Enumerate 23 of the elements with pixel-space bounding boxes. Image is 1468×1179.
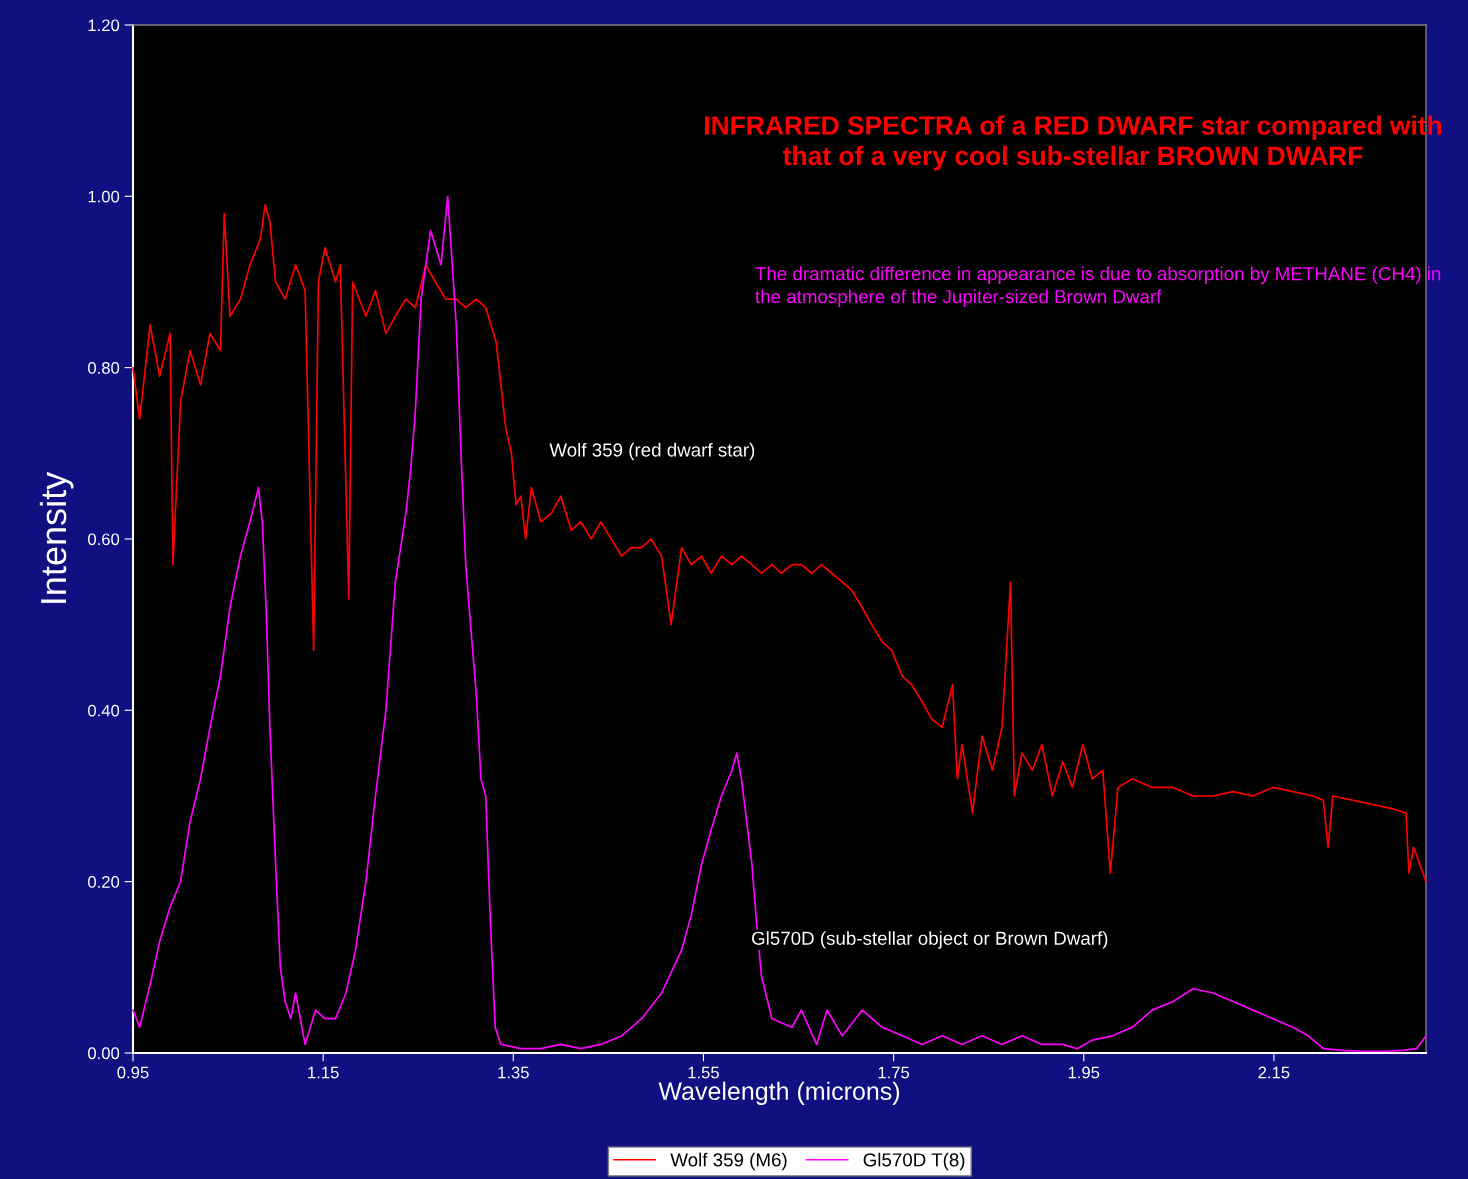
- x-tick-label: 1.35: [498, 1066, 529, 1079]
- y-tick-label: 1.20: [88, 19, 120, 32]
- line-series: [132, 204, 1427, 883]
- legend-label: Wolf 359 (M6): [670, 1152, 787, 1171]
- y-axis-title: Intensity: [39, 471, 74, 603]
- legend-label: Gl570D T(8): [863, 1152, 965, 1171]
- x-tick-label: 0.95: [117, 1066, 149, 1079]
- text: The dramatic difference in appearance is due to absorption by METHANE (CH4) in the atmosphere of the Jupiter-sized Brown Dwarf: [755, 266, 1441, 307]
- x-tick-label: 2.15: [1258, 1066, 1290, 1079]
- y-tick-label: 0.40: [88, 704, 120, 717]
- y-tick-label: 0.60: [88, 533, 120, 546]
- annotation: Gl570D (sub-stellar object or Brown Dwarf): [752, 931, 1108, 949]
- x-tick-label: 1.75: [878, 1066, 910, 1079]
- x-tick-label: 1.55: [688, 1066, 719, 1079]
- x-tick-label: 1.95: [1068, 1066, 1100, 1079]
- y-tick-label: 0.80: [88, 362, 120, 374]
- x-axis-title: Wavelength (microns): [658, 1081, 900, 1105]
- annotation: Wolf 359 (red dwarf star): [549, 442, 755, 461]
- y-tick-label: 1.00: [88, 190, 120, 203]
- text: INFRARED SPECTRA of a RED DWARF star compared with that of a very cool sub-stellar BROWN DWARF: [705, 115, 1442, 171]
- x-tick-label: 1.15: [308, 1066, 339, 1079]
- y-tick-label: 0.20: [88, 876, 120, 888]
- y-tick-label: 0.00: [88, 1047, 120, 1060]
